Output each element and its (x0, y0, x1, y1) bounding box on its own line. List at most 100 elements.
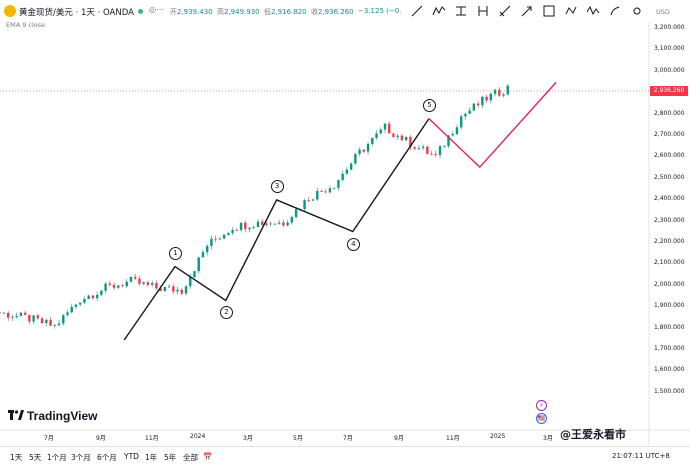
timeframe-button[interactable]: 1年 (145, 453, 158, 462)
ohlc-low: 低2,916.820 (264, 8, 307, 16)
candle (493, 89, 497, 94)
wave-label-3[interactable]: 3 (270, 179, 284, 193)
candle (455, 127, 459, 134)
symbol-title[interactable]: 黄金现货/美元 · 1天 · OANDA (19, 8, 134, 18)
indicator-ema[interactable]: EMA 9 close (6, 21, 46, 29)
candle (345, 169, 349, 174)
candle (36, 315, 40, 319)
calendar-icon[interactable]: 📅 (203, 452, 213, 461)
candle (79, 302, 82, 305)
candle (366, 143, 370, 152)
candle (125, 281, 128, 287)
timeframe-button[interactable]: 5天 (29, 453, 42, 462)
time-tick-label: 2025 (490, 433, 506, 440)
square-icon[interactable] (542, 4, 556, 18)
candle (476, 103, 480, 106)
timeframe-button[interactable]: 3个月 (71, 453, 91, 462)
candle (32, 315, 35, 322)
price-range-icon[interactable] (454, 4, 468, 18)
wave-label-2[interactable]: 2 (219, 306, 233, 320)
candle (311, 199, 315, 201)
candle (320, 191, 323, 192)
candle (189, 277, 192, 287)
candle (379, 129, 382, 134)
corrective-wave-line[interactable] (428, 82, 557, 169)
dividend-event-icon[interactable]: ⚡ (536, 400, 547, 411)
time-tick-label: 5月 (293, 435, 303, 442)
brush-icon[interactable] (608, 4, 622, 18)
visibility-icon[interactable]: ◎⋯ (149, 5, 164, 14)
candle (468, 110, 471, 114)
wave-label-4[interactable]: 4 (346, 237, 360, 251)
timeframe-button[interactable]: 6个月 (97, 453, 117, 462)
candle (383, 123, 387, 130)
candle (0, 312, 1, 313)
candle (222, 234, 226, 239)
candle (421, 146, 425, 148)
candle (108, 283, 112, 285)
candle (134, 276, 137, 279)
timeframe-button[interactable]: 1个月 (47, 453, 67, 462)
timeframe-button[interactable]: 5年 (164, 453, 177, 462)
price-tick-label: 1,500.000 (654, 387, 685, 395)
time-tick-label: 11月 (446, 435, 460, 442)
ohlc-open: 开2,939.430 (170, 8, 213, 16)
candle (163, 287, 167, 291)
candle (104, 283, 107, 291)
price-tick-label: 3,100.000 (654, 45, 685, 53)
candle (11, 317, 14, 318)
candle (434, 154, 437, 156)
candle (83, 298, 86, 303)
trend-line-icon[interactable] (410, 4, 424, 18)
candle (438, 146, 442, 156)
candle (286, 222, 289, 226)
wave-label-1[interactable]: 1 (169, 246, 182, 260)
timeframe-button[interactable]: YTD (124, 452, 139, 461)
timeframe-button[interactable]: 1天 (10, 453, 23, 462)
candle (155, 282, 158, 289)
date-range-icon[interactable] (476, 4, 490, 18)
pattern-icon[interactable] (564, 4, 578, 18)
candle (206, 245, 209, 253)
candle (138, 278, 141, 284)
candle (129, 276, 133, 282)
candle (40, 318, 44, 323)
candle (117, 285, 120, 288)
elliott-wave-line[interactable] (123, 118, 430, 341)
candle (396, 135, 399, 137)
candle (261, 221, 264, 225)
candle (235, 230, 239, 231)
price-tick-label: 2,300.000 (654, 216, 685, 224)
candle (15, 315, 18, 318)
measure-icon[interactable] (498, 4, 512, 18)
time-tick-label: 3月 (543, 435, 553, 442)
candle (150, 282, 154, 285)
arrow-icon[interactable] (520, 4, 534, 18)
candle (201, 252, 205, 258)
candle (159, 288, 162, 291)
candle (426, 146, 429, 154)
candle (413, 147, 416, 149)
economic-event-icon[interactable]: 🇺🇸 (536, 413, 547, 424)
candle (324, 191, 327, 193)
time-tick-label: 11月 (145, 435, 159, 442)
tradingview-logo-icon (8, 410, 24, 420)
candle (333, 187, 336, 189)
wave-label-5[interactable]: 5 (423, 98, 436, 112)
candle (7, 312, 10, 318)
ohlc-high: 高2,949.930 (217, 8, 260, 16)
gear-icon[interactable] (630, 4, 644, 18)
candle (341, 173, 344, 180)
candle (121, 285, 124, 287)
wave-icon[interactable] (586, 4, 600, 18)
timeframe-all[interactable]: 全部 (183, 453, 198, 462)
zigzag-icon[interactable] (432, 4, 446, 18)
watermark: @王爱永看市 (560, 428, 626, 441)
candle (167, 286, 171, 288)
candle (506, 85, 509, 95)
candle (502, 94, 505, 96)
candle (87, 295, 90, 299)
candle (70, 306, 73, 313)
candle (142, 282, 145, 284)
